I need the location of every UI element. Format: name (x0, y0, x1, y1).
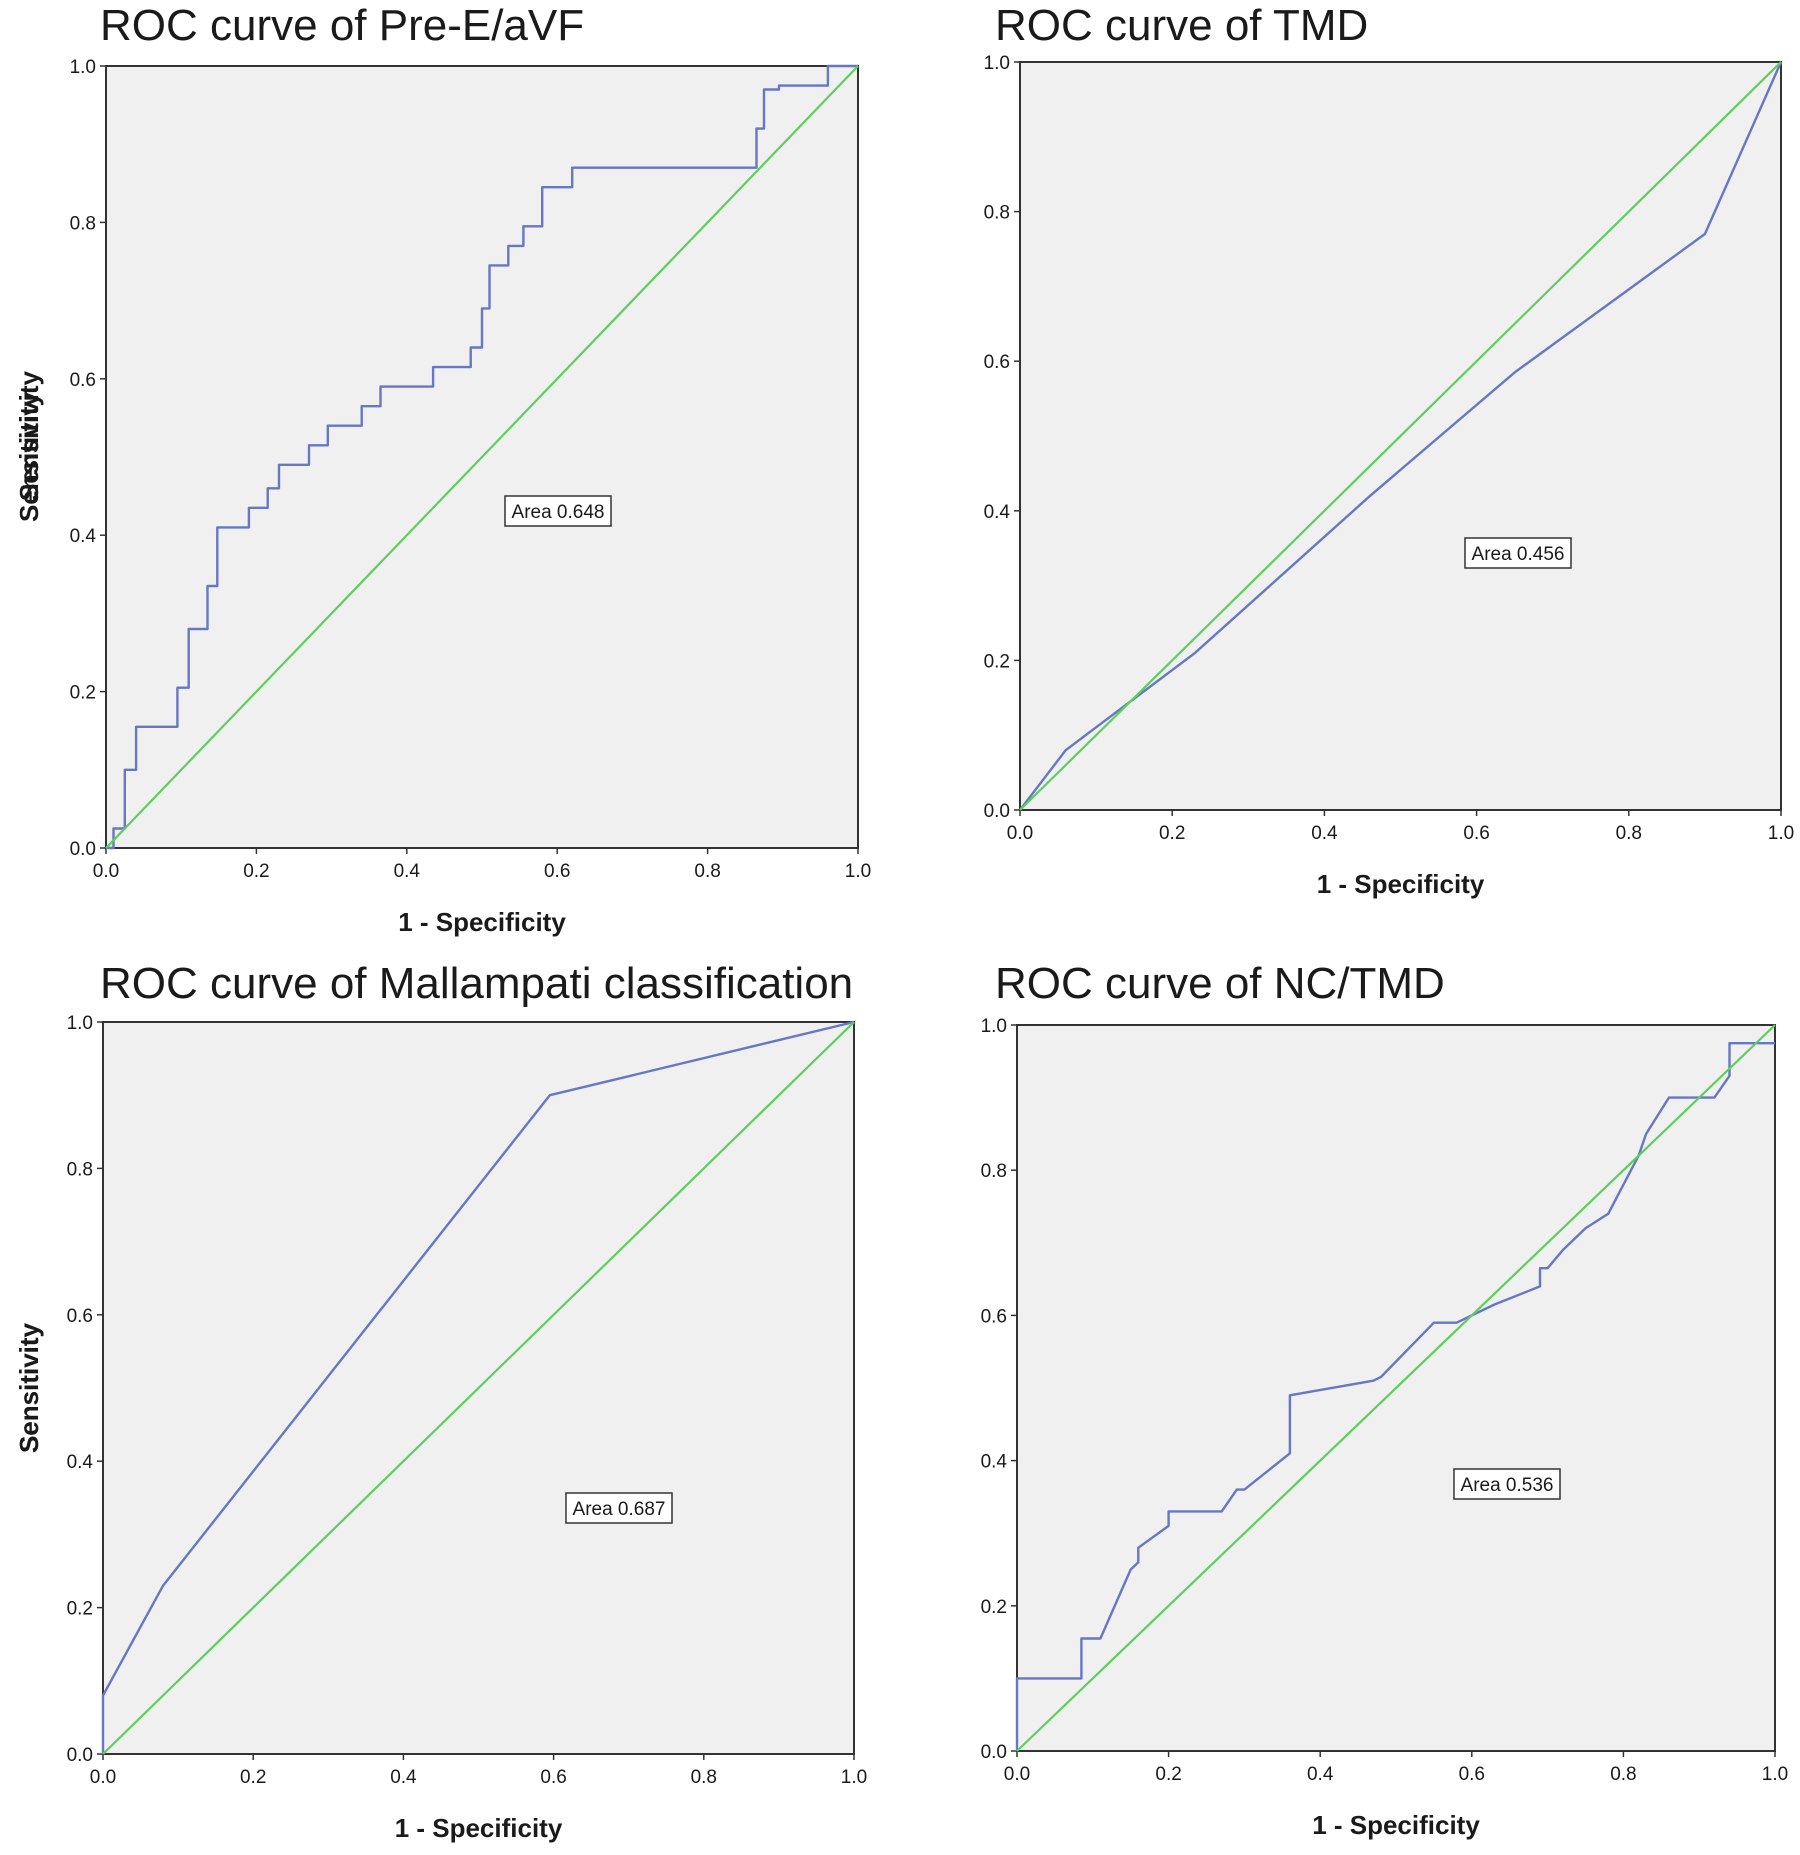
area-annotation-box (1464, 537, 1572, 569)
chart-nc-tmd: ROC curve of NC/TMD 0.0 0.2 0.4 0.6 0.8 1.0 0.0… (14, 959, 1788, 1840)
y-tick-label: 0.2 (67, 1599, 93, 1620)
area-annotation-label: Area 0.687 (573, 1499, 666, 1520)
y-axis-label: Sensitivity (14, 1322, 44, 1453)
y-axis-label: Sensitivity (14, 370, 44, 501)
x-tick-label: 0.4 (1311, 823, 1338, 844)
chart-title: ROC curve of Pre-E/aVF (100, 1, 584, 50)
y-tick-label: 0.2 (981, 1597, 1007, 1618)
y-tick-label: 0.8 (70, 213, 96, 234)
y-tick-label: 0.6 (70, 370, 96, 391)
x-tick-label: 0.6 (1459, 1764, 1485, 1785)
y-tick-label: 0.6 (981, 1306, 1007, 1327)
x-tick-label: 0.2 (243, 861, 269, 882)
reference-diagonal-line (102, 1021, 855, 1755)
x-axis-label: 1 - Specificity (395, 1813, 563, 1843)
y-tick-label: 0.4 (981, 1452, 1008, 1473)
y-tick-label: 1.0 (981, 1016, 1007, 1037)
area-annotation-box (504, 495, 612, 527)
y-tick-label: 0.4 (984, 502, 1011, 523)
x-tick-label: 0.2 (1159, 823, 1185, 844)
x-tick-label: 1.0 (845, 861, 871, 882)
chart-tmd: ROC curve of TMD 0.0 0.2 0.4 0.6 0.8 1.0 0.0 0.2… (14, 1, 1794, 899)
roc-curve-line (106, 64, 858, 850)
area-annotation-label: Area 0.648 (512, 502, 605, 523)
y-tick-label: 0.6 (67, 1306, 93, 1327)
y-axis-label: Sensitivity (14, 1322, 44, 1453)
reference-diagonal-line (1019, 61, 1782, 811)
x-tick-label: 0.0 (90, 1767, 116, 1788)
x-tick-label: 0.0 (1004, 1764, 1030, 1785)
area-annotation-box (1453, 1468, 1561, 1500)
chart-title: ROC curve of Mallampati classification (100, 959, 853, 1008)
x-tick-label: 0.4 (1307, 1764, 1334, 1785)
x-tick-label: 1.0 (841, 1767, 867, 1788)
x-tick-label: 0.2 (1155, 1764, 1181, 1785)
chart-title: ROC curve of NC/TMD (995, 959, 1445, 1008)
reference-diagonal-line (105, 65, 859, 849)
area-annotation-label: Area 0.456 (1472, 544, 1565, 565)
roc-curve-line (101, 1020, 855, 1754)
y-tick-label: 0.4 (67, 1452, 94, 1473)
x-tick-label: 0.8 (691, 1767, 717, 1788)
x-tick-label: 1.0 (1768, 823, 1794, 844)
x-tick-label: 0.4 (390, 1767, 417, 1788)
y-tick-label: 0.0 (67, 1745, 93, 1766)
roc-curve-line (1019, 61, 1783, 811)
x-tick-label: 0.4 (394, 861, 421, 882)
y-tick-label: 1.0 (67, 1013, 93, 1034)
x-axis-label: 1 - Specificity (1312, 1810, 1480, 1840)
chart-pre-e-avf: ROC curve of Pre-E/aVF 0.0 0.2 0.4 0.6 0.8 1.0… (14, 1, 871, 937)
y-axis-label: Sensitivity (14, 391, 44, 522)
y-tick-label: 0.8 (67, 1159, 93, 1180)
x-tick-label: 0.2 (240, 1767, 266, 1788)
x-tick-label: 0.6 (544, 861, 570, 882)
y-tick-label: 0.0 (981, 1742, 1007, 1763)
y-tick-label: 0.4 (70, 526, 97, 547)
y-tick-label: 0.8 (984, 203, 1010, 224)
area-annotation-label: Area 0.536 (1461, 1475, 1554, 1496)
x-tick-label: 0.6 (1463, 823, 1489, 844)
chart-title: ROC curve of TMD (995, 1, 1368, 50)
x-tick-label: 1.0 (1762, 1764, 1788, 1785)
y-tick-label: 0.2 (70, 683, 96, 704)
x-tick-label: 0.6 (540, 1767, 566, 1788)
x-tick-label: 0.8 (1616, 823, 1642, 844)
y-tick-label: 0.6 (984, 352, 1010, 373)
x-tick-label: 0.8 (1610, 1764, 1636, 1785)
y-tick-label: 1.0 (70, 57, 96, 78)
y-tick-label: 0.8 (981, 1161, 1007, 1182)
roc-curve-line (1015, 1041, 1775, 1751)
chart-mallampati: ROC curve of Mallampati classification 0.… (14, 959, 867, 1843)
x-axis-label: 1 - Specificity (1317, 869, 1485, 899)
x-tick-label: 0.0 (93, 861, 119, 882)
y-tick-label: 0.2 (984, 651, 1010, 672)
x-tick-label: 0.0 (1007, 823, 1033, 844)
area-annotation-box (565, 1492, 673, 1524)
y-tick-label: 0.0 (984, 801, 1010, 822)
y-tick-label: 1.0 (984, 53, 1010, 74)
y-tick-label: 0.0 (70, 839, 96, 860)
reference-diagonal-line (1016, 1024, 1776, 1752)
x-tick-label: 0.8 (694, 861, 720, 882)
x-axis-label: 1 - Specificity (398, 907, 566, 937)
